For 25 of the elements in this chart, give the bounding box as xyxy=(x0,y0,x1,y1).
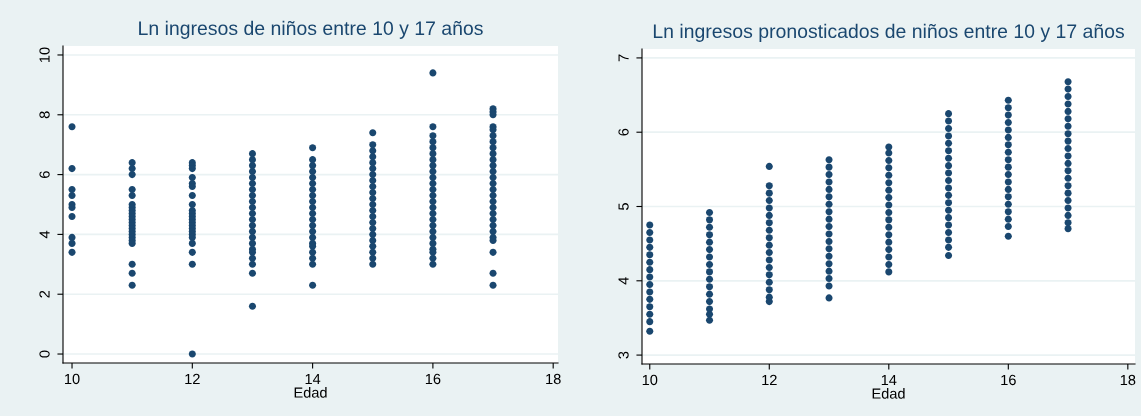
y-tick-label: 0 xyxy=(39,350,50,358)
x-tick-label: 16 xyxy=(425,373,441,385)
y-tick-label: 2 xyxy=(39,290,50,298)
chart-title: Ln ingresos pronosticados de niños entre 10 y 17 años xyxy=(653,23,1125,42)
x-axis-title: Edad xyxy=(872,388,905,399)
y-tick-label: 5 xyxy=(618,203,629,210)
x-tick-label: 12 xyxy=(185,373,200,384)
y-tick-label: 10 xyxy=(39,47,50,62)
chart-title: Ln ingresos de niños entre 10 y 17 años xyxy=(139,20,483,39)
y-tick-label: 6 xyxy=(618,128,629,136)
y-tick-label: 6 xyxy=(39,171,50,178)
x-tick-label: 18 xyxy=(546,373,561,385)
x-tick-label: 10 xyxy=(642,374,658,386)
y-tick-label: 4 xyxy=(39,230,50,239)
x-tick-label: 12 xyxy=(762,374,777,385)
y-tick-label: 7 xyxy=(618,54,629,62)
x-tick-label: 18 xyxy=(1120,374,1136,386)
x-tick-label: 10 xyxy=(65,373,80,385)
x-tick-label: 14 xyxy=(305,373,321,384)
x-tick-label: 16 xyxy=(1001,374,1016,386)
x-axis-title: Edad xyxy=(294,387,327,398)
y-tick-label: 4 xyxy=(618,277,629,285)
y-tick-label: 8 xyxy=(39,111,50,119)
x-tick-label: 14 xyxy=(881,374,897,385)
y-tick-label: 3 xyxy=(618,351,629,359)
